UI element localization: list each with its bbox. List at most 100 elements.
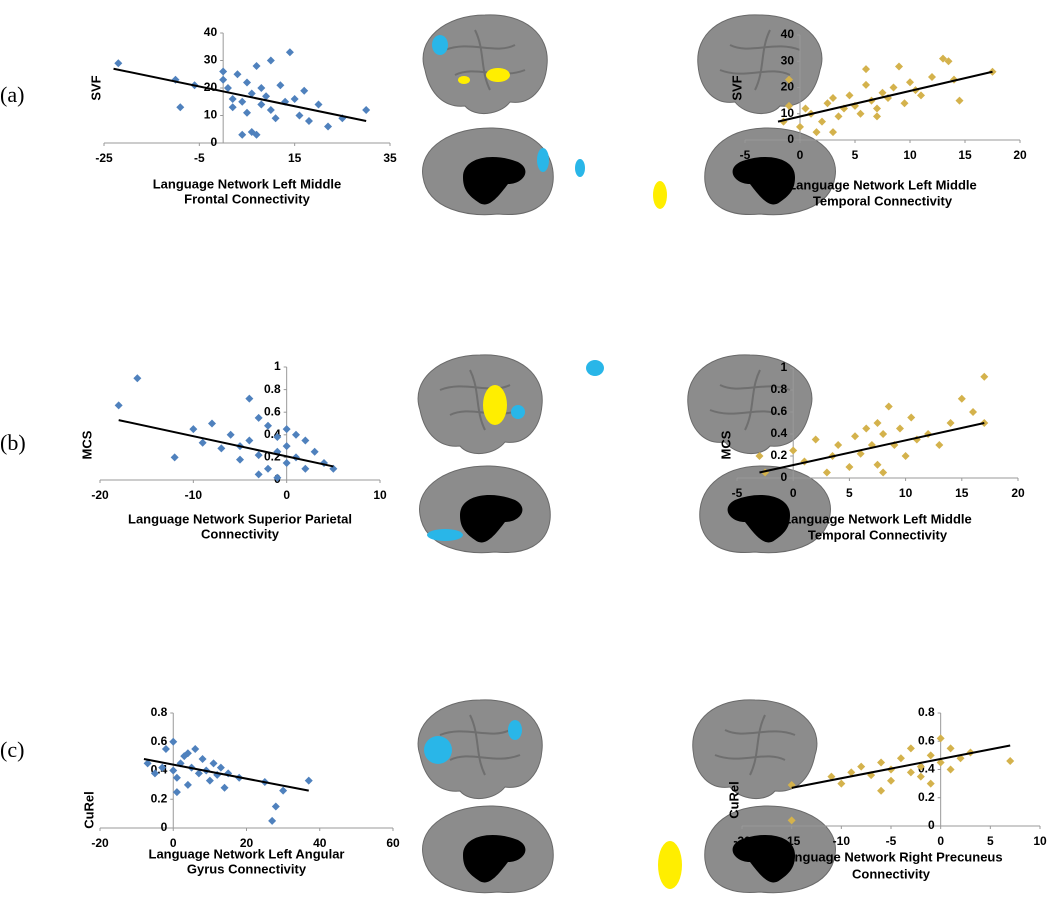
point (208, 419, 216, 428)
point (266, 56, 275, 65)
brains-b (417, 353, 831, 554)
point (884, 402, 893, 411)
point (887, 776, 895, 785)
y-axis-label: CuRel (81, 791, 96, 829)
blob (658, 841, 682, 889)
point (895, 62, 903, 71)
point (279, 786, 288, 795)
y-tick-label: 10 (204, 108, 218, 122)
brains-c (417, 698, 836, 894)
point (257, 84, 266, 92)
point (362, 106, 371, 114)
point (847, 768, 856, 777)
point (158, 763, 167, 772)
point (228, 95, 237, 103)
point (238, 97, 247, 106)
x-axis-label: Language Network Left Middle (788, 177, 977, 192)
point (292, 430, 300, 439)
x-tick-label: -5 (886, 834, 897, 848)
point (879, 430, 888, 438)
x-tick-label: 10 (373, 488, 387, 502)
point (936, 734, 945, 743)
x-tick-label: -20 (733, 834, 751, 848)
x-tick-label: -20 (91, 488, 109, 502)
x-tick-label: 0 (790, 486, 797, 500)
x-axis-label: Language Network Superior Parietal (128, 511, 352, 526)
trendline (777, 70, 993, 123)
x-axis-label: Language Network Left Middle (783, 511, 972, 526)
blob (458, 76, 470, 84)
y-tick-label: 0.8 (151, 705, 168, 719)
point (1006, 757, 1015, 766)
point (939, 54, 947, 63)
point (862, 424, 871, 433)
x-axis-label: Language Network Left Angular (149, 846, 345, 861)
blob (424, 736, 452, 764)
x-tick-label: -5 (732, 486, 743, 500)
point (301, 464, 310, 473)
point (789, 446, 798, 455)
point (944, 57, 953, 66)
point (304, 776, 313, 785)
point (254, 451, 263, 460)
y-tick-label: 30 (204, 53, 218, 67)
x-tick-label: -5 (194, 151, 205, 165)
x-tick-label: 60 (386, 836, 400, 850)
point (324, 122, 333, 131)
y-tick-label: 0 (928, 818, 935, 832)
point (143, 759, 152, 768)
point (823, 99, 832, 108)
y-tick-label: 0.8 (918, 705, 935, 719)
point (300, 86, 309, 95)
x-tick-label: -20 (91, 836, 109, 850)
y-tick-label: 0.6 (771, 404, 788, 418)
y-tick-label: 20 (781, 80, 795, 94)
point (245, 436, 254, 445)
point (917, 91, 925, 100)
point (254, 413, 263, 422)
point (796, 122, 804, 131)
y-tick-label: 0.2 (151, 791, 168, 805)
point (133, 374, 142, 383)
point (906, 78, 914, 87)
x-axis-label: Frontal Connectivity (184, 191, 310, 206)
point (161, 744, 170, 753)
point (217, 444, 226, 453)
x-tick-label: -5 (740, 148, 751, 162)
x-tick-label: 20 (1013, 148, 1027, 162)
y-tick-label: 1 (781, 360, 788, 374)
point (787, 816, 796, 825)
y-tick-label: 30 (781, 53, 795, 67)
panel-label: (c) (0, 737, 24, 762)
point (243, 108, 251, 117)
point (228, 103, 237, 112)
y-tick-label: 0.4 (771, 426, 788, 440)
blob (483, 385, 507, 425)
point (189, 425, 198, 434)
point (304, 117, 313, 125)
x-axis-label: Language Network Left Middle (153, 176, 342, 191)
y-tick-label: 0.6 (918, 733, 935, 747)
x-tick-label: 20 (1011, 486, 1025, 500)
trendline (113, 67, 367, 122)
point (266, 106, 275, 114)
x-tick-label: 0 (797, 148, 804, 162)
y-tick-label: 0.2 (771, 448, 788, 462)
point (856, 449, 865, 458)
x-axis-label: Temporal Connectivity (813, 193, 953, 208)
point (916, 772, 925, 781)
x-tick-label: 15 (955, 486, 969, 500)
x-axis-label: Language Network Right Precuneus (779, 849, 1002, 864)
point (282, 425, 291, 434)
point (169, 766, 178, 775)
point (845, 91, 854, 100)
x-tick-label: 15 (288, 151, 302, 165)
point (314, 100, 323, 109)
point (236, 455, 244, 464)
point (247, 89, 256, 98)
point (935, 441, 944, 449)
blob (486, 68, 510, 82)
point (946, 419, 955, 427)
x-tick-label: 0 (937, 834, 944, 848)
